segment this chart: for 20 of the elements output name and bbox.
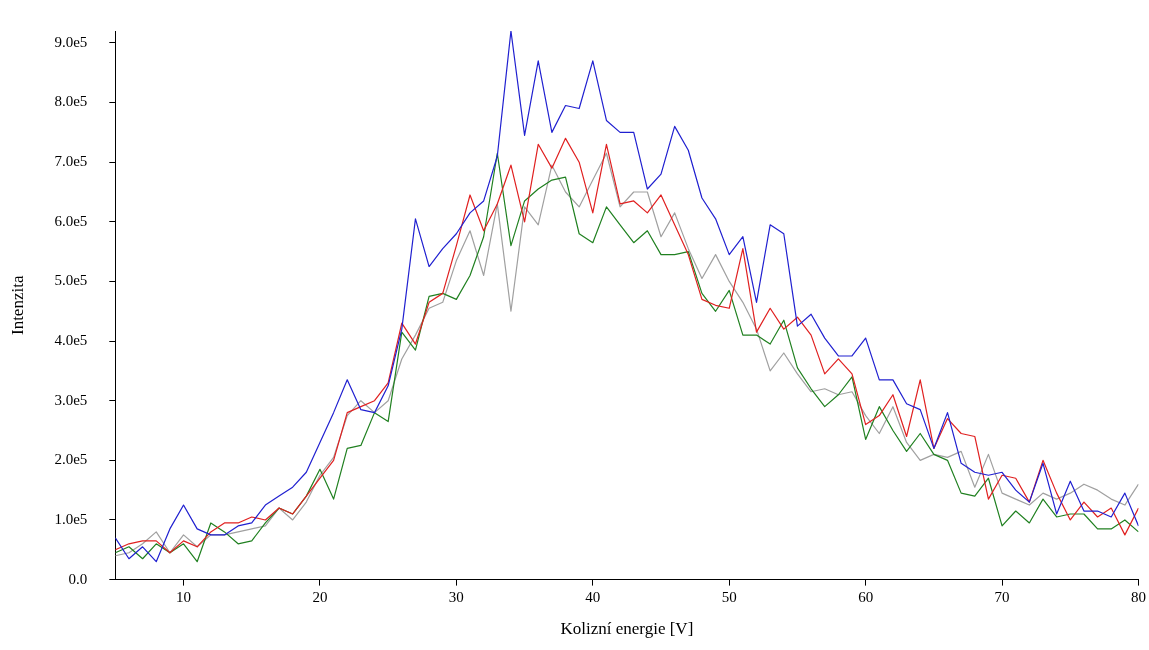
y-tick-label: 4.0e5 (54, 332, 88, 349)
y-tick-label: 8.0e5 (54, 93, 88, 110)
x-tick-label: 60 (858, 588, 874, 605)
y-tick-label: 1.0e5 (54, 510, 88, 527)
y-axis-title: Intenzita (7, 275, 27, 336)
y-tick-label: 9.0e5 (54, 33, 88, 50)
x-tick-label: 70 (994, 588, 1010, 605)
x-tick-label: 10 (176, 588, 192, 605)
y-tick-label: 3.0e5 (54, 391, 88, 408)
y-tick-label: 0.0 (68, 570, 88, 587)
y-tick-label: 6.0e5 (54, 212, 88, 229)
x-axis-title: Kolizní energie [V] (560, 619, 694, 639)
y-tick-label: 2.0e5 (54, 451, 88, 468)
x-tick-label: 20 (312, 588, 328, 605)
y-tick-label: 5.0e5 (54, 272, 88, 289)
x-tick-label: 50 (721, 588, 737, 605)
x-tick-label: 80 (1131, 588, 1146, 605)
x-tick-label: 40 (585, 588, 601, 605)
y-tick-label: 7.0e5 (54, 153, 88, 170)
x-tick-label: 30 (448, 588, 464, 605)
